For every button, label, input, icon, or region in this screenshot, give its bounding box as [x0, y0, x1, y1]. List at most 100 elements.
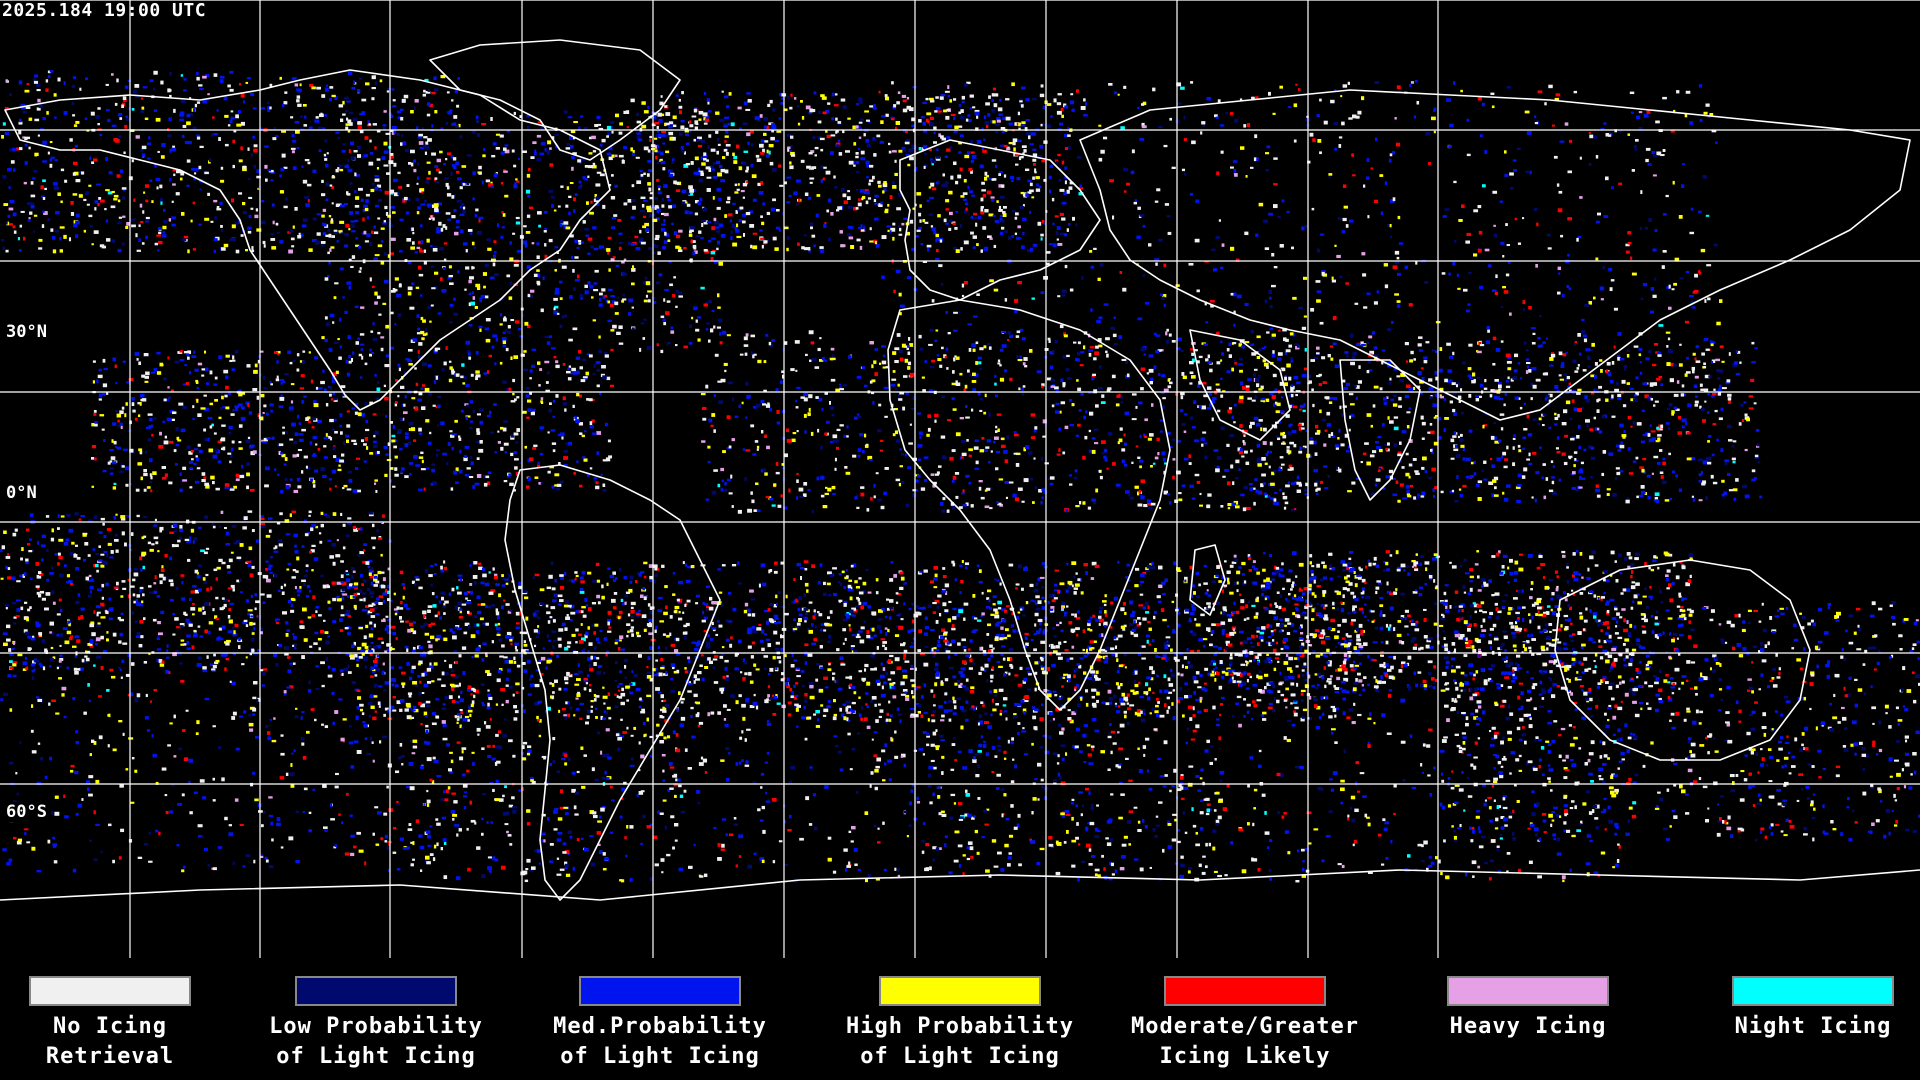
icing-pixel	[1007, 339, 1010, 342]
icing-pixel	[427, 305, 431, 310]
icing-pixel	[1569, 389, 1572, 392]
icing-pixel	[1239, 98, 1243, 101]
icing-pixel	[1564, 434, 1569, 438]
icing-pixel	[1264, 494, 1268, 498]
icing-pixel	[1194, 349, 1198, 352]
icing-pixel	[1397, 453, 1402, 457]
icing-pixel	[1058, 178, 1062, 182]
icing-pixel	[237, 389, 242, 393]
icing-pixel	[1017, 111, 1021, 116]
icing-pixel	[1335, 447, 1339, 450]
icing-pixel	[347, 159, 350, 163]
icing-pixel	[57, 77, 61, 82]
icing-pixel	[329, 393, 332, 397]
icing-pixel	[856, 238, 861, 242]
icing-pixel	[451, 195, 455, 199]
icing-pixel	[1190, 81, 1194, 84]
icing-pixel	[301, 470, 304, 474]
icing-pixel	[1550, 460, 1554, 464]
icing-pixel	[1256, 443, 1261, 448]
icing-pixel	[630, 216, 635, 219]
icing-pixel	[611, 130, 614, 134]
icing-pixel	[1175, 284, 1180, 287]
icing-pixel	[431, 287, 436, 290]
icing-pixel	[1059, 324, 1064, 329]
icing-pixel	[756, 158, 762, 163]
icing-pixel	[1387, 365, 1392, 368]
icing-pixel	[291, 422, 296, 427]
icing-pixel	[141, 153, 146, 157]
icing-pixel	[178, 402, 184, 406]
icing-pixel	[1554, 385, 1559, 389]
icing-pixel	[618, 246, 622, 251]
icing-pixel	[516, 249, 522, 253]
icing-pixel	[104, 208, 107, 211]
icing-pixel	[1642, 282, 1648, 287]
icing-pixel	[1261, 347, 1265, 350]
icing-pixel	[1390, 398, 1394, 401]
icing-pixel	[668, 126, 673, 129]
icing-pixel	[303, 218, 308, 223]
icing-pixel	[1505, 380, 1509, 383]
icing-pixel	[636, 132, 641, 135]
icing-pixel	[389, 479, 393, 483]
icing-pixel	[549, 163, 554, 167]
icing-pixel	[410, 149, 415, 154]
icing-pixel	[241, 464, 244, 469]
icing-pixel	[1504, 458, 1509, 462]
icing-pixel	[1059, 122, 1064, 126]
icing-pixel	[1287, 106, 1292, 109]
icing-pixel	[1244, 231, 1249, 236]
icing-pixel	[705, 301, 708, 305]
icing-pixel	[1635, 139, 1639, 142]
icing-pixel	[1573, 343, 1577, 346]
icing-pixel	[453, 165, 457, 170]
icing-pixel	[342, 100, 345, 105]
icing-pixel	[377, 199, 383, 203]
icing-pixel	[9, 199, 15, 204]
icing-pixel	[220, 166, 224, 170]
icing-pixel	[591, 419, 595, 423]
icing-pixel	[351, 86, 356, 90]
icing-pixel	[1338, 468, 1342, 473]
icing-pixel	[189, 97, 192, 100]
icing-pixel	[675, 181, 680, 185]
icing-pixel	[1525, 349, 1529, 352]
icing-pixel	[1678, 488, 1683, 493]
icing-pixel	[1338, 136, 1343, 139]
icing-pixel	[1392, 493, 1398, 497]
icing-pixel	[599, 143, 603, 147]
icing-pixel	[1490, 389, 1496, 392]
icing-pixel	[1678, 416, 1682, 420]
icing-pixel	[1642, 382, 1648, 386]
icing-pixel	[576, 246, 580, 249]
icing-pixel	[660, 95, 663, 98]
icing-pixel	[1492, 479, 1497, 483]
icing-pixel	[1386, 396, 1389, 399]
icing-pixel	[394, 323, 397, 326]
icing-pixel	[1298, 88, 1301, 91]
icing-pixel	[961, 283, 965, 288]
icing-pixel	[998, 205, 1002, 210]
icing-pixel	[321, 179, 324, 184]
icing-pixel	[282, 380, 286, 384]
icing-pixel	[983, 115, 987, 120]
icing-pixel	[1315, 480, 1320, 483]
icing-pixel	[866, 176, 869, 179]
icing-pixel	[1348, 428, 1351, 432]
icing-pixel	[1260, 427, 1263, 432]
icing-pixel	[317, 419, 322, 424]
icing-pixel	[105, 189, 110, 192]
icing-pixel	[580, 115, 584, 118]
icing-pixel	[373, 434, 376, 438]
icing-pixel	[1330, 99, 1335, 104]
icing-pixel	[303, 455, 308, 459]
icing-pixel	[1019, 100, 1023, 103]
icing-pixel	[1503, 403, 1506, 407]
icing-pixel	[1479, 134, 1483, 138]
icing-pixel	[577, 274, 580, 279]
icing-pixel	[354, 305, 359, 309]
icing-pixel	[794, 97, 797, 100]
icing-pixel	[290, 116, 294, 119]
icing-pixel	[559, 324, 563, 329]
